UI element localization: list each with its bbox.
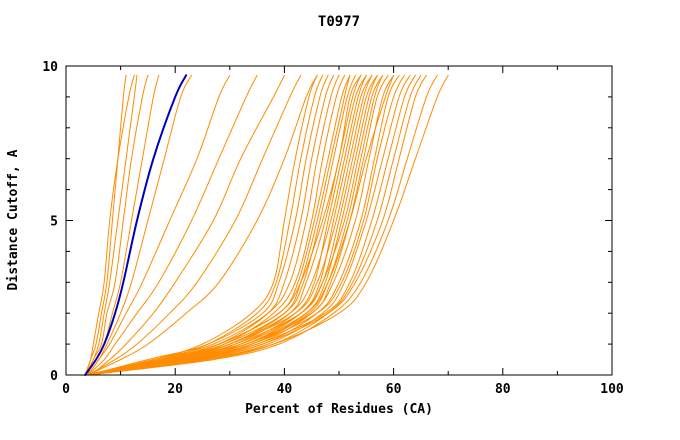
orange-model-curve <box>84 74 138 376</box>
orange-model-curve <box>84 74 362 376</box>
orange-model-curve <box>84 74 422 376</box>
x-tick-label: 60 <box>386 382 402 397</box>
orange-model-curve <box>87 74 373 376</box>
y-tick-label: 5 <box>50 215 58 230</box>
orange-model-curve <box>87 74 318 376</box>
orange-model-curve <box>87 74 329 376</box>
x-tick-label: 20 <box>167 382 183 397</box>
orange-model-curve <box>87 74 149 376</box>
orange-model-curve <box>84 74 135 376</box>
orange-model-curve <box>87 74 438 376</box>
orange-model-curve <box>87 74 193 376</box>
orange-model-curve <box>87 74 395 376</box>
y-tick-label: 0 <box>50 369 58 384</box>
orange-model-curve <box>87 74 340 376</box>
orange-model-curve <box>90 74 285 376</box>
orange-model-curve <box>87 74 427 376</box>
y-axis-label: Distance Cutoff, A <box>6 149 21 290</box>
x-tick-label: 40 <box>277 382 293 397</box>
x-tick-label: 100 <box>600 382 624 397</box>
x-tick-label: 0 <box>62 382 70 397</box>
orange-model-curve <box>90 74 384 376</box>
orange-model-curve <box>87 74 231 376</box>
orange-model-curve <box>84 74 378 376</box>
x-tick-label: 80 <box>495 382 511 397</box>
orange-model-curve <box>87 74 416 376</box>
curves-group <box>84 74 449 376</box>
chart-title: T0977 <box>318 14 360 30</box>
orange-model-curve <box>90 74 405 376</box>
blue-model-curve <box>84 74 188 376</box>
ticks-group: 0 20 40 60 80 100 0 5 10 <box>42 60 624 397</box>
orange-model-curve <box>87 74 302 376</box>
orange-model-curve <box>87 74 356 376</box>
orange-model-curve <box>90 74 449 376</box>
orange-model-curve <box>87 74 258 376</box>
y-tick-label: 10 <box>42 60 58 75</box>
x-axis-label: Percent of Residues (CA) <box>245 402 433 417</box>
orange-model-curve <box>84 74 127 376</box>
orange-model-curve <box>87 74 389 376</box>
